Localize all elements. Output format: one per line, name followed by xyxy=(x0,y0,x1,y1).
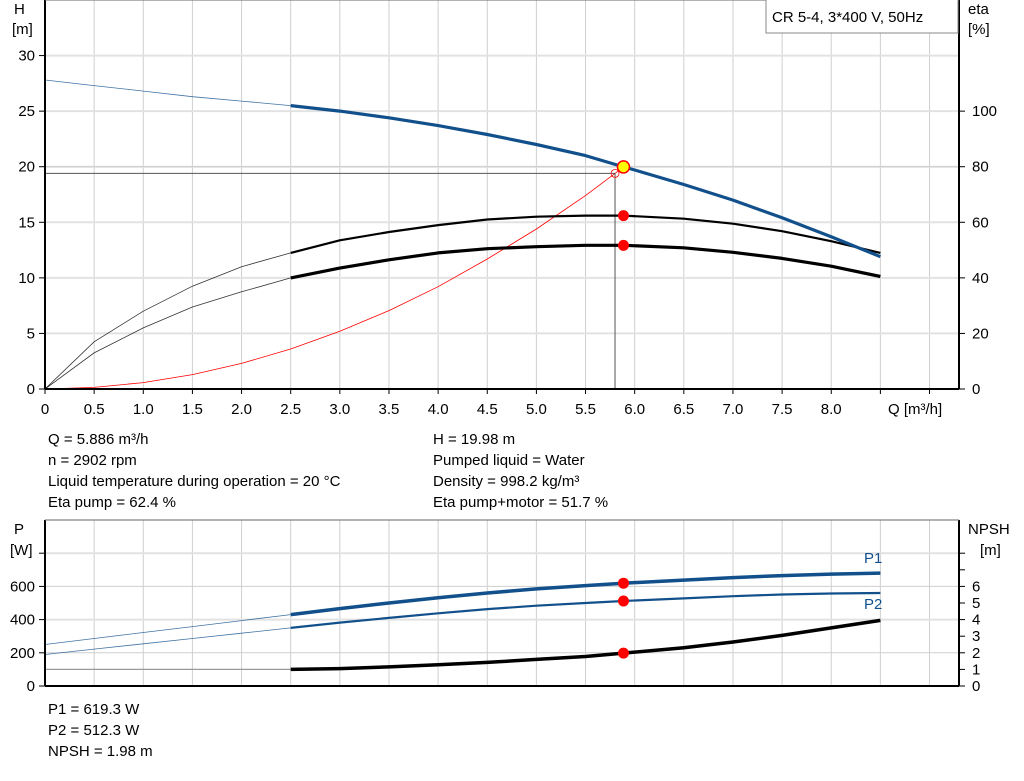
npsh-tick-label: 1 xyxy=(972,661,980,678)
eta-axis-label: eta xyxy=(968,1,990,18)
x-tick-label: 3.0 xyxy=(329,401,350,418)
p2-series-label: P2 xyxy=(864,596,882,613)
h-tick-label: 20 xyxy=(18,159,35,176)
info-npsh: NPSH = 1.98 m xyxy=(48,743,153,760)
h-axis-label: H xyxy=(14,1,25,18)
system-curve xyxy=(44,166,624,390)
curves xyxy=(44,79,882,672)
x-tick-label: 2.5 xyxy=(280,401,301,418)
x-tick-label: 1.0 xyxy=(133,401,154,418)
h-tick-label: 15 xyxy=(18,214,35,231)
p2-duty-marker xyxy=(617,595,629,607)
eta-total-curve xyxy=(290,243,881,280)
info-p2: P2 = 512.3 W xyxy=(48,722,140,739)
npsh-axis-unit: [m] xyxy=(980,542,1001,559)
p2-curve-extrapolated xyxy=(44,627,291,655)
info-density: Density = 998.2 kg/m³ xyxy=(433,473,580,490)
npsh-duty-marker xyxy=(617,647,629,659)
eta-pump-curve xyxy=(290,214,881,254)
eta-tick-label: 40 xyxy=(972,270,989,287)
eta-tick-label: 80 xyxy=(972,159,989,176)
x-tick-label: 0 xyxy=(41,401,49,418)
npsh-tick-label: 0 xyxy=(972,678,980,695)
axes xyxy=(39,0,965,687)
required-point-marker xyxy=(610,168,620,178)
x-tick-label: 4.0 xyxy=(428,401,449,418)
x-tick-label: 0.5 xyxy=(84,401,105,418)
p-axis-label: P xyxy=(14,521,24,538)
info-eta-total: Eta pump+motor = 51.7 % xyxy=(433,494,609,511)
eta-total-curve-extrapolated xyxy=(44,277,291,390)
eta-tick-label: 0 xyxy=(972,381,980,398)
npsh-tick-label: 4 xyxy=(972,612,980,629)
npsh-tick-label: 6 xyxy=(972,578,980,595)
p-tick-label: 200 xyxy=(10,645,35,662)
eta-tick-label: 20 xyxy=(972,325,989,342)
p1-curve-extrapolated xyxy=(44,614,291,645)
h-tick-label: 25 xyxy=(18,103,35,120)
p-tick-label: 0 xyxy=(27,678,35,695)
tick-labels: 0 0.5 1.0 1.5 2.0 2.5 3.0 3.5 4.0 4.5 5.0 5.5 6.0 6.5… xyxy=(10,48,997,695)
x-tick-label: 3.5 xyxy=(379,401,400,418)
x-tick-label: 7.5 xyxy=(772,401,793,418)
info-head: H = 19.98 m xyxy=(433,431,516,448)
x-tick-label: 1.5 xyxy=(182,401,203,418)
npsh-tick-label: 2 xyxy=(972,645,980,662)
eta-total-duty-marker xyxy=(617,239,629,251)
info-p1: P1 = 619.3 W xyxy=(48,701,140,718)
bottom-chart-grid xyxy=(45,520,959,686)
h-tick-label: 30 xyxy=(18,48,35,65)
h-axis-unit: [m] xyxy=(12,21,33,38)
head-curve-extrapolated xyxy=(44,79,291,106)
npsh-axis-label: NPSH xyxy=(968,521,1010,538)
eta-axis-unit: [%] xyxy=(968,21,990,38)
npsh-tick-label: 5 xyxy=(972,595,980,612)
info-liquid: Pumped liquid = Water xyxy=(433,452,585,469)
duty-point-marker xyxy=(616,160,631,174)
info-flow: Q = 5.886 m³/h xyxy=(48,431,149,448)
title-box xyxy=(765,0,959,34)
npsh-tick-label: 3 xyxy=(972,628,980,645)
p2-curve xyxy=(290,591,881,629)
x-tick-label: 2.0 xyxy=(231,401,252,418)
h-tick-label: 0 xyxy=(27,381,35,398)
npsh-curve xyxy=(290,618,881,672)
h-tick-label: 10 xyxy=(18,270,35,287)
h-tick-label: 5 xyxy=(27,325,35,342)
x-tick-label: 6.0 xyxy=(624,401,645,418)
x-tick-label: 5.0 xyxy=(526,401,547,418)
p1-duty-marker xyxy=(617,577,629,589)
info-eta-pump: Eta pump = 62.4 % xyxy=(48,494,176,511)
p-axis-unit: [W] xyxy=(10,542,33,559)
head-curve xyxy=(290,104,882,259)
q-axis-label: Q [m³/h] xyxy=(888,401,942,418)
top-chart-grid xyxy=(45,0,959,389)
p-tick-label: 600 xyxy=(10,578,35,595)
x-tick-label: 6.5 xyxy=(673,401,694,418)
title-text: CR 5-4, 3*400 V, 50Hz xyxy=(772,9,923,26)
eta-pump-curve-extrapolated xyxy=(44,252,291,390)
eta-tick-label: 60 xyxy=(972,214,989,231)
x-tick-label: 4.5 xyxy=(477,401,498,418)
p1-curve xyxy=(290,571,881,617)
x-tick-label: 7.0 xyxy=(723,401,744,418)
eta-pump-duty-marker xyxy=(617,210,629,222)
x-tick-label: 8.0 xyxy=(821,401,842,418)
x-tick-label: 5.5 xyxy=(575,401,596,418)
info-speed: n = 2902 rpm xyxy=(48,452,137,469)
info-temperature: Liquid temperature during operation = 20… xyxy=(48,473,341,490)
eta-tick-label: 100 xyxy=(972,103,997,120)
p1-series-label: P1 xyxy=(864,550,882,567)
p-tick-label: 400 xyxy=(10,612,35,629)
